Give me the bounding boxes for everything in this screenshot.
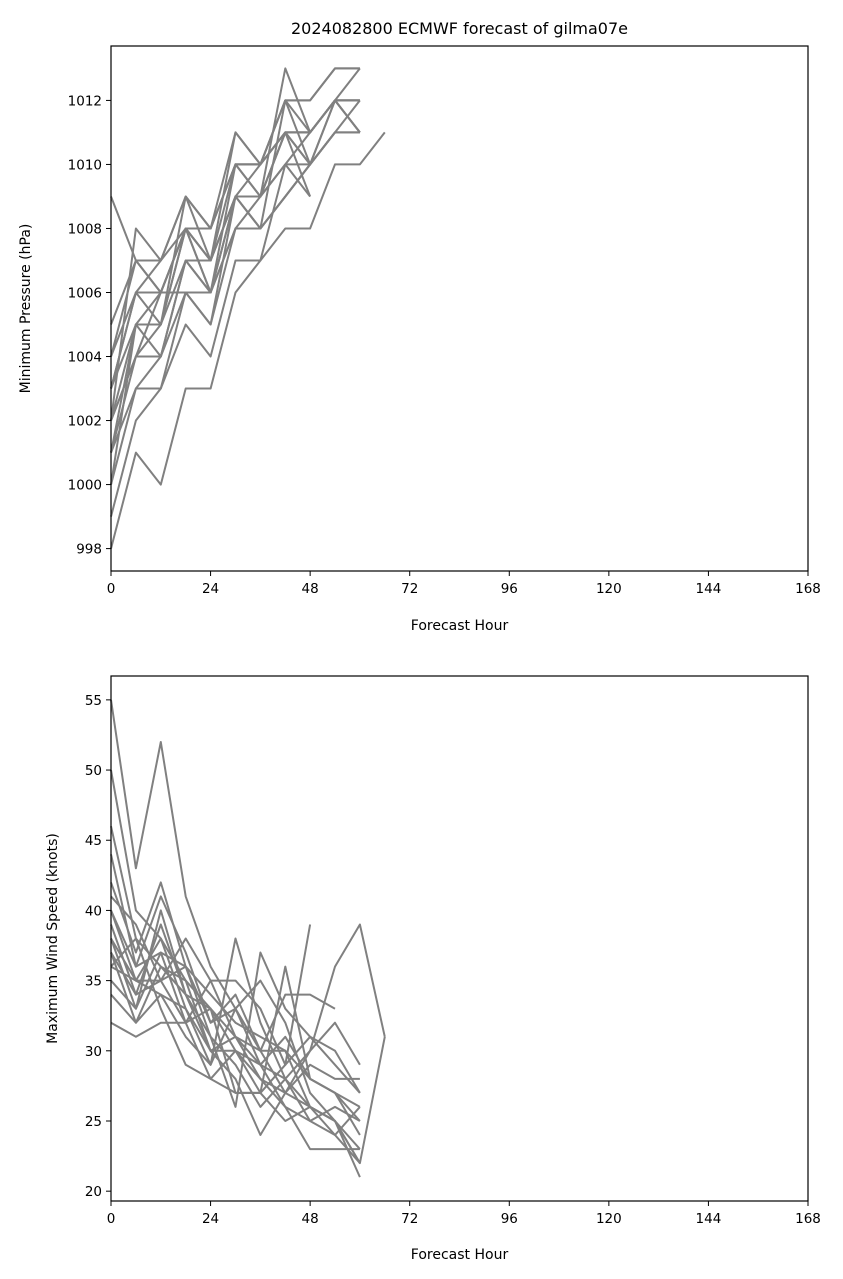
pressure-series-line [110, 67, 360, 357]
wind-x-tick-label: 96 [501, 1211, 518, 1227]
pressure-series-line [110, 163, 311, 453]
wind-series-line [110, 1021, 361, 1164]
pressure-x-tick-label: 0 [107, 581, 116, 597]
pressure-x-tick-label: 48 [302, 581, 319, 597]
wind-y-axis-label: Maximum Wind Speed (knots) [45, 833, 61, 1044]
pressure-y-tick-label: 1008 [68, 221, 102, 237]
wind-y-tick-label: 25 [85, 1114, 102, 1130]
wind-x-tick-label: 120 [596, 1211, 622, 1227]
pressure-x-ticks: 0 24 48 72 96 120 144 168 [107, 571, 821, 597]
wind-panel: 0 24 48 72 96 120 144 168 20 25 30 35 40 45 50 55 Fore… [45, 675, 821, 1263]
wind-x-tick-label: 48 [302, 1211, 319, 1227]
pressure-x-tick-label: 120 [596, 581, 622, 597]
pressure-series-line [110, 131, 312, 325]
pressure-panel: 0 24 48 72 96 120 144 168 998 1000 1002 1004 1006 10… [18, 45, 821, 634]
wind-series-line [110, 937, 361, 1094]
wind-x-tick-label: 168 [795, 1211, 821, 1227]
wind-y-tick-label: 20 [85, 1184, 102, 1200]
pressure-x-tick-label: 168 [795, 581, 821, 597]
pressure-y-tick-label: 1004 [68, 350, 102, 366]
wind-y-tick-label: 35 [85, 974, 102, 990]
wind-series-line [110, 951, 361, 1136]
pressure-series-line [110, 67, 361, 453]
wind-x-tick-label: 0 [107, 1211, 116, 1227]
wind-x-axis-label: Forecast Hour [411, 1247, 509, 1263]
pressure-x-tick-label: 144 [696, 581, 722, 597]
wind-y-ticks: 20 25 30 35 40 45 50 55 [85, 693, 111, 1200]
wind-series-group [110, 699, 386, 1178]
wind-y-tick-label: 50 [85, 763, 102, 779]
wind-x-tick-label: 24 [202, 1211, 219, 1227]
pressure-x-axis-label: Forecast Hour [411, 618, 509, 634]
pressure-y-tick-label: 1006 [68, 285, 102, 301]
pressure-series-line [110, 67, 361, 357]
wind-series-line [110, 951, 361, 1108]
wind-x-ticks: 0 24 48 72 96 120 144 168 [107, 1201, 821, 1227]
pressure-x-tick-label: 24 [202, 581, 219, 597]
pressure-y-tick-label: 1000 [68, 478, 102, 494]
wind-y-tick-label: 30 [85, 1044, 102, 1060]
pressure-y-tick-label: 1010 [68, 157, 102, 173]
pressure-y-ticks: 998 1000 1002 1004 1006 1008 1010 1012 [68, 93, 111, 558]
chart-title: 2024082800 ECMWF forecast of gilma07e [291, 19, 628, 38]
pressure-y-tick-label: 998 [76, 542, 102, 558]
pressure-x-tick-label: 96 [501, 581, 518, 597]
pressure-series-line [110, 163, 311, 549]
pressure-series-line [110, 131, 386, 517]
wind-plot-frame [110, 675, 809, 1202]
pressure-y-tick-label: 1012 [68, 93, 102, 109]
wind-y-tick-label: 40 [85, 903, 102, 919]
wind-y-tick-label: 45 [85, 833, 102, 849]
pressure-plot-frame [110, 45, 809, 572]
pressure-series-line [110, 99, 361, 421]
pressure-series-group [110, 67, 386, 549]
pressure-x-tick-label: 72 [401, 581, 418, 597]
wind-x-tick-label: 144 [696, 1211, 722, 1227]
pressure-y-axis-label: Minimum Pressure (hPa) [18, 224, 34, 394]
pressure-y-tick-label: 1002 [68, 414, 102, 430]
wind-x-tick-label: 72 [401, 1211, 418, 1227]
wind-y-tick-label: 55 [85, 693, 102, 709]
wind-series-line [110, 993, 360, 1094]
wind-series-line [110, 909, 361, 1122]
